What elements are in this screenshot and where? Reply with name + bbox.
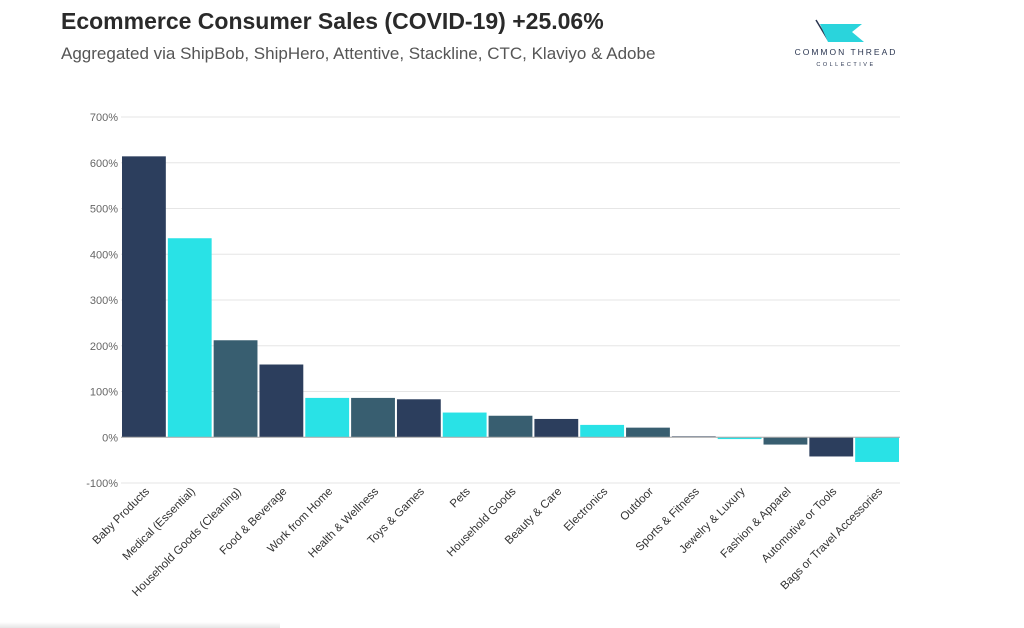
brand-logo: COMMON THREAD COLLECTIVE — [776, 18, 916, 74]
bars — [122, 156, 899, 462]
bar — [855, 437, 899, 462]
bar — [122, 156, 166, 438]
bottom-edge-shadow — [0, 622, 280, 628]
bar — [167, 238, 212, 438]
y-tick-label: 700% — [90, 112, 118, 124]
x-tick-label: Outdoor — [618, 486, 656, 524]
bar — [763, 437, 808, 445]
bar — [626, 427, 670, 438]
y-tick-label: 500% — [90, 204, 118, 216]
chart-subtitle: Aggregated via ShipBob, ShipHero, Attent… — [61, 44, 656, 63]
x-tick-label: Automotive or Tools — [760, 485, 840, 565]
bar — [396, 399, 441, 438]
x-tick-label: Electronics — [562, 485, 610, 533]
y-tick-label: 100% — [90, 387, 118, 399]
bar — [488, 415, 533, 438]
y-tick-label: 200% — [90, 341, 118, 353]
y-tick-label: 0% — [102, 432, 118, 444]
bar — [351, 397, 395, 438]
y-axis-ticks: -100% 0% 100% 200% 300% 400% 500% 600% 700% — [86, 112, 118, 490]
bar — [259, 364, 304, 438]
bar — [213, 340, 258, 438]
y-tick-label: 400% — [90, 249, 118, 261]
bar — [580, 424, 625, 438]
bar — [534, 418, 579, 438]
bar — [442, 412, 487, 438]
x-tick-label: Pets — [448, 485, 473, 510]
logo-wordmark: COMMON THREAD — [794, 47, 898, 57]
flag-icon — [815, 19, 864, 42]
y-tick-label: -100% — [86, 478, 118, 490]
logo-subwordmark: COLLECTIVE — [816, 62, 876, 68]
bar — [809, 437, 854, 457]
y-tick-label: 600% — [90, 158, 118, 170]
bar — [305, 397, 350, 438]
y-tick-label: 300% — [90, 295, 118, 307]
bar — [717, 437, 762, 440]
chart-title: Ecommerce Consumer Sales (COVID-19) +25.… — [61, 8, 604, 34]
